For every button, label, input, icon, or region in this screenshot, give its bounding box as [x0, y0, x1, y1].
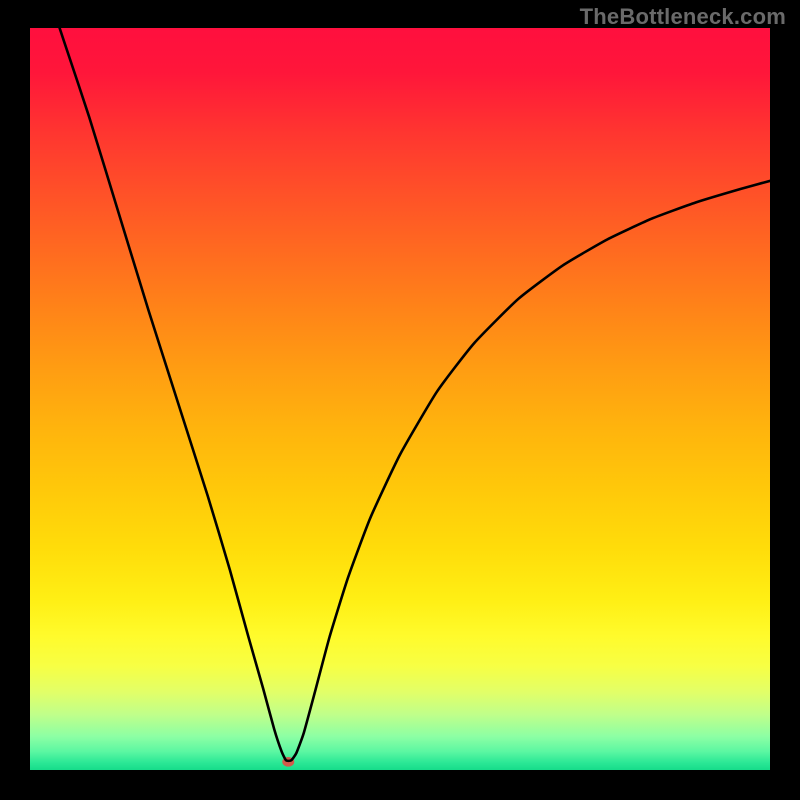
gradient-background: [30, 28, 770, 770]
watermark-text: TheBottleneck.com: [580, 4, 786, 30]
bottleneck-chart: [0, 0, 800, 800]
